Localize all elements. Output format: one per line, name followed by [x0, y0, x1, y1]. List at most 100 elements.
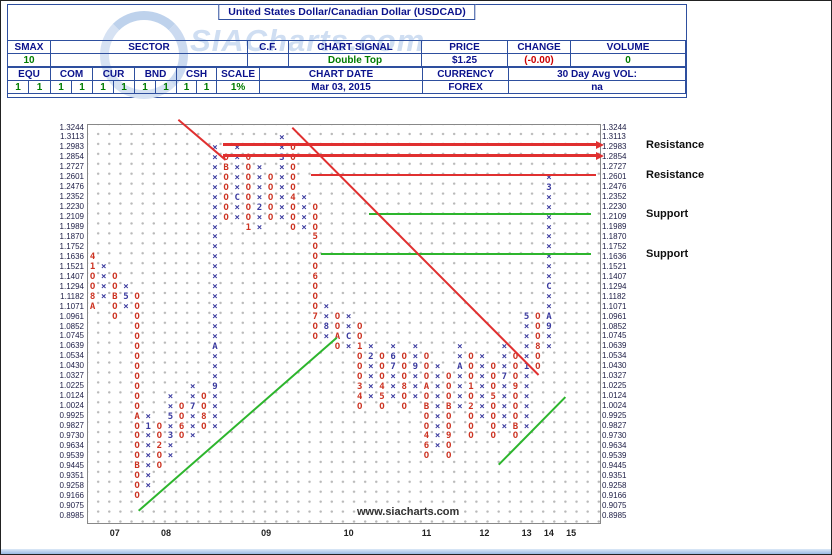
pnf-mark: ×	[412, 351, 419, 362]
y-axis-price-label: 1.2230	[602, 202, 627, 212]
y-axis-price-label: 0.9827	[59, 421, 84, 430]
pnf-mark: O	[134, 421, 140, 432]
y-axis-price-label: 1.1182	[60, 291, 84, 301]
pnf-mark: O	[312, 331, 318, 342]
pnf-mark: ×	[434, 381, 441, 392]
pnf-mark: ×	[434, 431, 441, 442]
y-axis-price-label: 1.2109	[602, 212, 627, 222]
y-axis-price-label: 1.0961	[602, 311, 627, 321]
pnf-mark: ×	[145, 461, 151, 472]
pnf-mark: 8	[401, 381, 407, 392]
pnf-mark: ×	[212, 302, 218, 313]
pnf-mark: O	[446, 441, 452, 452]
cf-value	[247, 53, 289, 67]
pnf-mark: ×	[190, 391, 196, 402]
pnf-mark: ×	[501, 351, 508, 362]
pnf-mark: 4	[423, 431, 430, 442]
y-axis-price-label: 0.9925	[59, 411, 84, 420]
pnf-mark: ×	[234, 212, 240, 223]
resistance-line	[222, 143, 596, 147]
pnf-mark: O	[112, 302, 118, 313]
pnf-mark: ×	[190, 421, 196, 432]
pnf-mark: ×	[501, 401, 508, 412]
pnf-mark: ×	[256, 162, 263, 173]
y-axis-price-label: 1.1071	[59, 301, 84, 311]
y-axis-price-label: 1.0327	[59, 371, 84, 381]
y-axis-price-label: 1.1521	[602, 261, 627, 271]
y-axis-price-label: 1.0430	[59, 361, 84, 371]
pnf-mark: 1	[89, 262, 96, 273]
pnf-mark: O	[134, 292, 140, 303]
pnf-mark: ×	[501, 341, 508, 352]
pnf-mark: ×	[390, 381, 396, 392]
pnf-mark: ×	[167, 401, 174, 412]
pnf-mark: 8	[535, 341, 541, 352]
y-axis-price-label: 1.1636	[59, 251, 84, 261]
pnf-mark: ×	[390, 341, 396, 352]
y-axis-price-label: 1.1294	[59, 281, 84, 291]
pnf-mark: ×	[190, 431, 196, 442]
pnf-mark: O	[401, 351, 407, 362]
com-header: COM	[50, 67, 94, 81]
pnf-mark: ×	[368, 341, 374, 352]
price-value: $1.25	[421, 53, 508, 67]
pnf-mark: ×	[546, 292, 552, 303]
pnf-mark: O	[178, 431, 185, 442]
y-axis-price-label: 1.0430	[602, 361, 627, 371]
pnf-mark: ×	[212, 272, 218, 283]
y-axis-price-label: 0.9166	[602, 490, 627, 500]
pnf-mark: 4	[290, 192, 296, 203]
pnf-mark: ×	[479, 351, 485, 362]
pnf-mark: ×	[345, 312, 352, 323]
pnf-mark: O	[290, 162, 296, 173]
pnf-mark: 5	[123, 292, 129, 303]
y-axis-price-label: 1.2983	[602, 142, 627, 152]
pnf-mark: O	[134, 441, 140, 452]
pnf-mark: 5	[379, 391, 385, 402]
pnf-mark: ×	[546, 302, 552, 313]
pnf-mark: 6	[312, 272, 318, 283]
pnf-mark: O	[134, 361, 140, 372]
y-axis-price-label: 1.0024	[59, 401, 84, 411]
pnf-mark: 3	[279, 152, 285, 163]
pnf-mark: ×	[523, 371, 530, 382]
pnf-mark: O	[134, 401, 140, 412]
pnf-mark: ×	[212, 192, 218, 203]
y-axis-price-label: 1.0024	[602, 401, 627, 411]
pnf-mark: ×	[234, 142, 240, 153]
pnf-mark: 1	[523, 361, 530, 372]
pnf-mark: ×	[145, 411, 151, 422]
pnf-mark: ×	[523, 351, 530, 362]
y-axis-price-label: 1.1521	[59, 261, 84, 271]
pnf-mark: O	[290, 172, 296, 183]
pnf-mark: 5	[167, 411, 174, 422]
y-axis-price-label: 1.2352	[602, 192, 627, 202]
pnf-mark: O	[312, 212, 318, 223]
pnf-mark: ×	[546, 331, 552, 342]
pnf-mark: ×	[167, 421, 174, 432]
y-axis-price-label: 1.3244	[59, 122, 84, 132]
pnf-mark: O	[134, 322, 140, 332]
pnf-mark: O	[446, 371, 452, 382]
pnf-mark: ×	[546, 222, 552, 233]
pnf-mark: O	[379, 371, 385, 382]
scale-value: 1%	[216, 80, 261, 94]
bottom-edge-bar	[1, 549, 831, 554]
currency-value: FOREX	[422, 80, 510, 94]
y-axis-price-label: 0.9258	[59, 480, 84, 490]
pnf-mark: ×	[212, 262, 218, 273]
pnf-mark: ×	[234, 202, 240, 213]
pnf-mark: O	[245, 152, 252, 163]
y-axis-price-label: 0.9730	[602, 430, 627, 440]
y-axis-price-label: 1.1407	[602, 271, 627, 281]
csh-flag-2: 1	[196, 80, 218, 94]
pnf-mark: ×	[256, 172, 263, 183]
pnf-mark: C	[234, 192, 240, 203]
pnf-mark: ×	[190, 411, 196, 422]
y-axis-price-label: 1.0124	[59, 391, 84, 401]
pnf-mark: O	[156, 421, 163, 432]
pnf-mark: 6	[178, 421, 185, 432]
y-axis-price-label: 1.0961	[59, 311, 84, 321]
pnf-mark: ×	[100, 262, 107, 273]
y-axis-price-label: 1.0225	[59, 381, 84, 391]
